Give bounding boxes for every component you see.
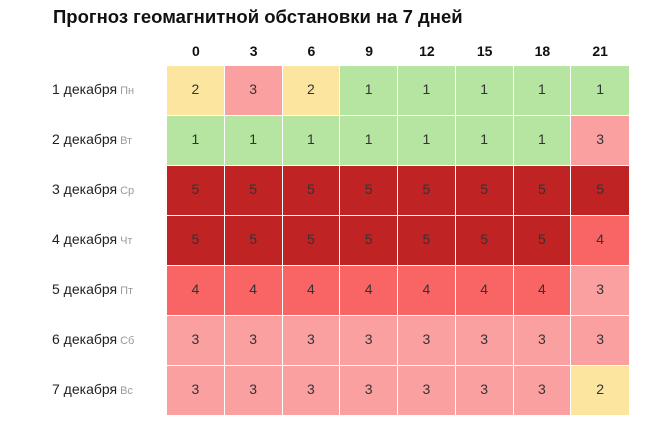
hour-label: 6 [307, 43, 316, 59]
day-label: 4 декабря Чт [52, 216, 167, 266]
kp-cell: 5 [455, 216, 513, 265]
day-date: 1 декабря [52, 81, 118, 97]
kp-cell: 3 [282, 316, 340, 365]
kp-cell: 3 [167, 366, 224, 415]
day-date: 4 декабря [52, 231, 118, 247]
kp-cell: 3 [398, 316, 455, 365]
kp-cell: 1 [513, 116, 571, 165]
kp-cell: 5 [167, 216, 224, 265]
kp-cell: 5 [224, 216, 282, 265]
kp-cell: 3 [340, 316, 397, 365]
kp-cell: 4 [340, 266, 397, 315]
kp-cell: 2 [282, 66, 340, 115]
kp-cell: 1 [167, 116, 224, 165]
kp-cell: 3 [571, 116, 629, 165]
kp-cell: 4 [455, 266, 513, 315]
day-date: 2 декабря [52, 131, 118, 147]
day-label: 3 декабря Ср [52, 166, 167, 216]
kp-cell: 2 [571, 366, 629, 415]
day-labels: 1 декабря Пн 2 декабря Вт 3 декабря Ср 4 декаб… [52, 66, 167, 416]
kp-cell: 5 [398, 166, 455, 215]
kp-cell: 5 [340, 166, 397, 215]
hour-label: 18 [534, 43, 551, 59]
day-of-week: Чт [120, 235, 133, 247]
kp-cell: 3 [398, 366, 455, 415]
kp-cell: 3 [513, 366, 571, 415]
day-date: 3 декабря [52, 181, 118, 197]
kp-cell: 4 [513, 266, 571, 315]
kp-cell: 4 [398, 266, 455, 315]
kp-cell: 5 [513, 166, 571, 215]
kp-cell: 1 [455, 116, 513, 165]
kp-cell: 5 [398, 216, 455, 265]
day-date: 5 декабря [52, 281, 118, 297]
day-of-week: Сб [120, 335, 135, 347]
kp-cell: 5 [282, 166, 340, 215]
day-label: 7 декабря Вс [52, 366, 167, 416]
kp-cell: 3 [282, 366, 340, 415]
kp-cell: 3 [167, 316, 224, 365]
kp-cell: 1 [455, 66, 513, 115]
kp-cell: 5 [224, 166, 282, 215]
day-label: 6 декабря Сб [52, 316, 167, 366]
kp-cell: 5 [455, 166, 513, 215]
kp-cell: 3 [513, 316, 571, 365]
kp-cell: 5 [167, 166, 224, 215]
kp-cell: 1 [571, 66, 629, 115]
kp-cell: 3 [455, 316, 513, 365]
day-date: 6 декабря [52, 331, 118, 347]
kp-cell: 4 [167, 266, 224, 315]
kp-cell: 3 [571, 266, 629, 315]
kp-cell: 5 [340, 216, 397, 265]
day-of-week: Ср [120, 185, 135, 197]
day-of-week: Пн [120, 85, 135, 97]
kp-cell: 1 [340, 116, 397, 165]
day-of-week: Вт [120, 135, 133, 147]
kp-cell: 3 [455, 366, 513, 415]
day-label: 2 декабря Вт [52, 116, 167, 166]
kp-cell: 1 [340, 66, 397, 115]
day-label: 1 декабря Пн [52, 66, 167, 116]
kp-cell: 5 [571, 166, 629, 215]
day-of-week: Вс [120, 385, 133, 397]
kp-cell: 2 [167, 66, 224, 115]
hour-label: 12 [419, 43, 435, 59]
day-of-week: Пт [120, 285, 134, 297]
hour-label: 9 [365, 43, 374, 59]
hour-label: 15 [476, 43, 493, 59]
day-date: 7 декабря [52, 381, 118, 397]
kp-cell: 1 [282, 116, 340, 165]
hour-label: 3 [249, 43, 258, 59]
kp-cell: 1 [398, 66, 455, 115]
kp-cell: 5 [513, 216, 571, 265]
day-label: 5 декабря Пт [52, 266, 167, 316]
kp-cell: 1 [224, 116, 282, 165]
kp-cell: 3 [224, 366, 282, 415]
hour-header: 0 3 6 9 12 15 18 21 [167, 43, 629, 61]
kp-cell: 1 [398, 116, 455, 165]
kp-cell: 3 [571, 316, 629, 365]
page-title: Прогноз геомагнитной обстановки на 7 дне… [53, 6, 463, 27]
hour-label: 0 [191, 43, 200, 59]
kp-cell: 4 [224, 266, 282, 315]
kp-cell: 3 [224, 66, 282, 115]
kp-cell: 4 [282, 266, 340, 315]
kp-cell: 4 [571, 216, 629, 265]
kp-cell: 3 [340, 366, 397, 415]
hour-label: 21 [592, 43, 608, 59]
kp-cell: 3 [224, 316, 282, 365]
kp-cell: 1 [513, 66, 571, 115]
kp-cell: 5 [282, 216, 340, 265]
